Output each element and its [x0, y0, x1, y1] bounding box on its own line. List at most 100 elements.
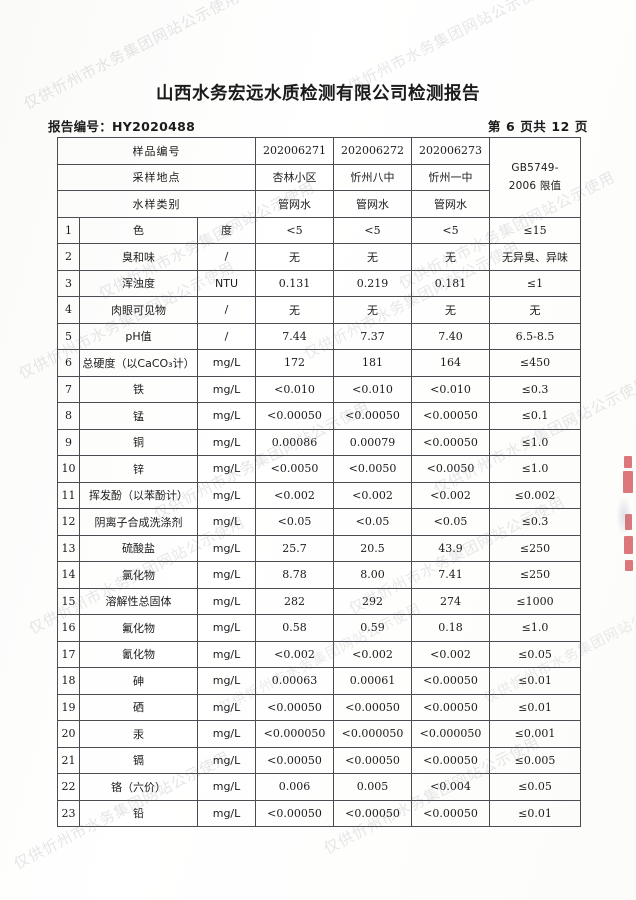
parameter-name: 硫酸盐 — [79, 534, 198, 562]
parameter-name: 挥发酚（以苯酚计） — [79, 481, 198, 509]
parameter-name: 铬（六价） — [79, 773, 198, 801]
row-index: 22 — [57, 773, 80, 801]
result-value-sample-3: 0.181 — [411, 269, 491, 297]
parameter-name: 氰化物 — [79, 640, 198, 668]
result-value-sample-3: <5 — [411, 216, 491, 244]
result-value-sample-2: <0.00050 — [333, 402, 413, 430]
page-indicator: 第 6 页共 12 页 — [487, 119, 588, 134]
result-value-sample-1: 0.006 — [255, 773, 335, 801]
result-value-sample-3: <0.002 — [411, 481, 491, 509]
standard-limit-header: GB5749- 2006 限值 — [489, 137, 582, 218]
table-row: 10 锌 mg/L <0.0050 <0.0050 <0.0050 ≤1.0 — [57, 455, 582, 483]
results-table-container: 样品编号 202006271 202006272 202006273 GB5749- 20… — [56, 137, 582, 827]
result-value-sample-1: <0.00050 — [255, 402, 335, 430]
header-sampling-site-sample-2: 忻州八中 — [333, 163, 413, 191]
parameter-name: 砷 — [79, 667, 198, 695]
standard-limit-value: ≤0.002 — [489, 481, 582, 509]
row-index: 15 — [57, 587, 80, 615]
header-label-water-type: 水样类别 — [56, 190, 257, 218]
result-value-sample-1: 0.00063 — [255, 667, 335, 695]
parameter-unit: mg/L — [196, 534, 257, 562]
standard-limit-value: ≤0.05 — [489, 773, 582, 801]
parameter-unit: mg/L — [196, 614, 257, 642]
result-value-sample-3: <0.00050 — [411, 402, 491, 430]
parameter-unit: mg/L — [196, 693, 257, 721]
red-seal-fragment — [622, 452, 636, 577]
row-index: 21 — [57, 746, 80, 774]
header-water-type-sample-3: 管网水 — [411, 190, 491, 218]
result-value-sample-3: <0.0050 — [411, 455, 491, 483]
result-value-sample-2: <0.00050 — [333, 799, 413, 827]
result-value-sample-2: <0.0050 — [333, 455, 413, 483]
table-row: 13 硫酸盐 mg/L 25.7 20.5 43.9 ≤250 — [57, 534, 582, 562]
row-index: 6 — [57, 349, 80, 377]
row-index: 23 — [57, 799, 80, 827]
result-value-sample-1: 7.44 — [255, 322, 335, 350]
table-header-row-water-type: 水样类别 管网水 管网水 管网水 — [56, 190, 581, 218]
table-row: 5 pH值/7.44 7.37 7.40 6.5-8.5 — [57, 322, 582, 350]
row-index: 1 — [57, 216, 80, 244]
result-value-sample-2: 181 — [333, 349, 413, 377]
result-value-sample-3: <0.00050 — [411, 746, 491, 774]
result-value-sample-3: <0.010 — [411, 375, 491, 403]
result-value-sample-1: <0.00050 — [255, 746, 335, 774]
header-sample-number-sample-2: 202006272 — [333, 137, 413, 165]
parameter-unit: mg/L — [196, 587, 257, 615]
table-header-row-sampling-site: 采样地点 杏林小区 忻州八中 忻州一中 — [56, 163, 581, 191]
standard-limit-value: ≤250 — [489, 534, 582, 562]
parameter-name: 肉眼可见物 — [79, 296, 198, 324]
header-sample-number-sample-3: 202006273 — [411, 137, 491, 165]
standard-limit-value: ≤0.01 — [489, 667, 582, 695]
row-index: 14 — [57, 561, 80, 589]
result-value-sample-3: <0.00050 — [411, 693, 491, 721]
result-value-sample-1: <0.010 — [255, 375, 335, 403]
parameter-unit: / — [196, 243, 257, 271]
standard-limit-value: ≤0.01 — [489, 693, 582, 721]
table-row: 14 氯化物 mg/L 8.78 8.00 7.41 ≤250 — [57, 561, 582, 589]
result-value-sample-1: 25.7 — [255, 534, 335, 562]
standard-limit-value: ≤1.0 — [489, 455, 582, 483]
result-value-sample-2: <0.010 — [333, 375, 413, 403]
table-row: 9 铜 mg/L 0.00086 0.00079 <0.00050 ≤1.0 — [57, 428, 582, 456]
result-value-sample-2: 无 — [333, 296, 413, 324]
result-value-sample-3: 无 — [411, 296, 491, 324]
row-index: 18 — [57, 667, 80, 695]
document-title: 山西水务宏远水质检测有限公司检测报告 — [156, 84, 480, 104]
standard-limit-value: ≤0.1 — [489, 402, 582, 430]
result-value-sample-3: 0.18 — [411, 614, 491, 642]
parameter-unit: NTU — [196, 269, 257, 297]
result-value-sample-1: <0.000050 — [255, 720, 335, 748]
result-value-sample-2: 0.00079 — [333, 428, 413, 456]
result-value-sample-3: 164 — [411, 349, 491, 377]
result-value-sample-3: 7.41 — [411, 561, 491, 589]
parameter-name: 锌 — [79, 455, 198, 483]
parameter-unit: mg/L — [196, 508, 257, 536]
row-index: 13 — [57, 534, 80, 562]
standard-limit-value: ≤1.0 — [489, 614, 582, 642]
header-sampling-site-sample-3: 忻州一中 — [411, 163, 491, 191]
parameter-unit: mg/L — [196, 428, 257, 456]
parameter-unit: mg/L — [196, 349, 257, 377]
result-value-sample-2: <0.002 — [333, 481, 413, 509]
result-value-sample-2: 0.005 — [333, 773, 413, 801]
result-value-sample-1: <0.0050 — [255, 455, 335, 483]
result-value-sample-3: <0.00050 — [411, 428, 491, 456]
parameter-name: 浑浊度 — [79, 269, 198, 297]
row-index: 7 — [57, 375, 80, 403]
result-value-sample-1: <5 — [255, 216, 335, 244]
result-value-sample-2: <0.002 — [333, 640, 413, 668]
row-index: 17 — [57, 640, 80, 668]
result-value-sample-3: <0.002 — [411, 640, 491, 668]
standard-limit-value: ≤450 — [489, 349, 582, 377]
standard-limit-value: 无 — [489, 296, 582, 324]
parameter-name: 锰 — [79, 402, 198, 430]
parameter-unit: mg/L — [196, 640, 257, 668]
parameter-unit: mg/L — [196, 799, 257, 827]
parameter-unit: mg/L — [196, 375, 257, 403]
table-row: 21 镉 mg/L <0.00050 <0.00050 <0.00050 ≤0.005 — [57, 746, 582, 774]
table-row: 11 挥发酚（以苯酚计） mg/L <0.002 <0.002 <0.002 ≤0.002 — [57, 481, 582, 509]
table-header-row-sample-number: 样品编号 202006271 202006272 202006273 GB5749- 20… — [56, 137, 582, 218]
report-number-value: HY2020488 — [112, 119, 196, 134]
result-value-sample-1: 无 — [255, 296, 335, 324]
